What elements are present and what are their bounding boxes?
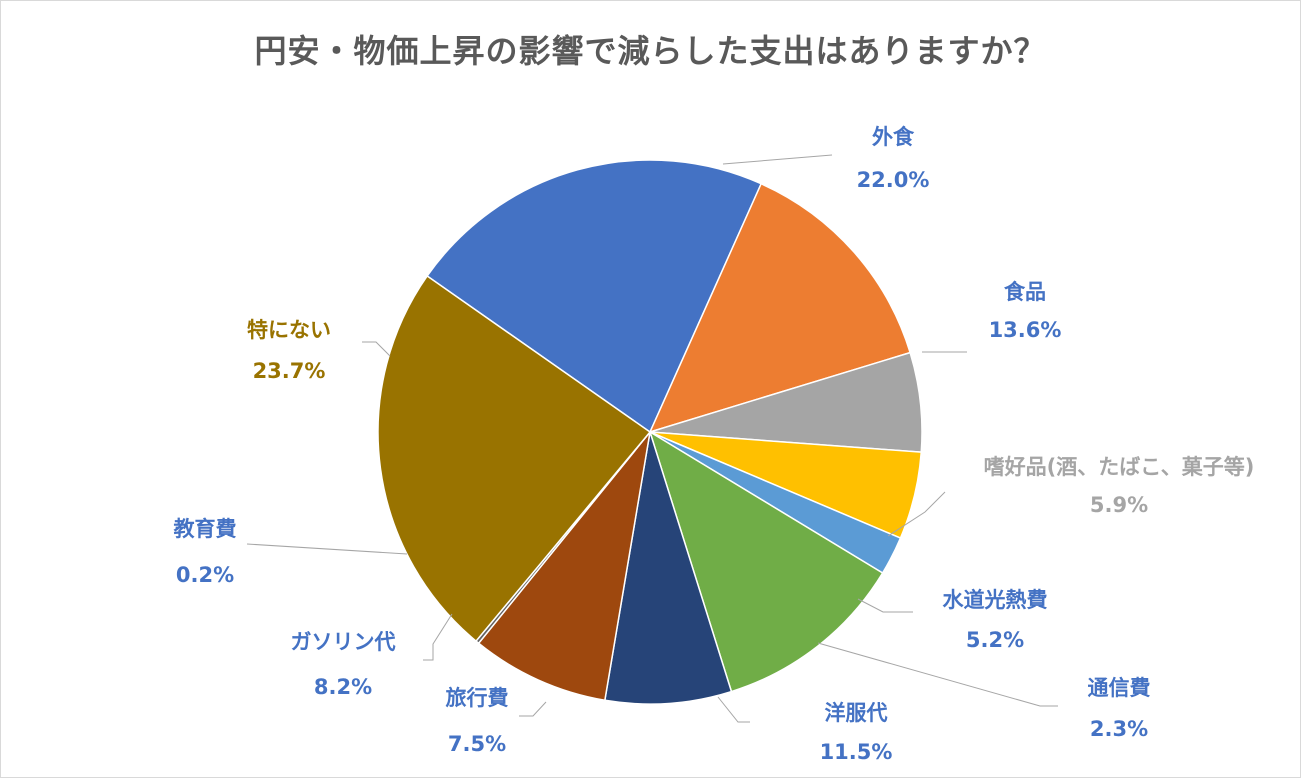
slice-value-label: 23.7% [253, 359, 326, 383]
slice-category-label: 洋服代 [825, 701, 888, 725]
leader-line [857, 598, 913, 613]
leader-line [246, 543, 408, 555]
leader-line [362, 341, 391, 357]
leader-line [717, 696, 750, 723]
slice-value-label: 5.2% [966, 628, 1024, 652]
pie-slice [426, 159, 763, 434]
pie-slice [377, 274, 652, 643]
slice-value-label: 13.6% [989, 318, 1062, 342]
pie-slice [603, 431, 733, 705]
slice-category-label: 水道光熱費 [943, 588, 1048, 612]
slice-category-label: 通信費 [1088, 676, 1151, 700]
slice-value-label: 0.2% [176, 563, 234, 587]
slice-value-label: 2.3% [1090, 717, 1148, 741]
slice-category-label: 嗜好品(酒、たばこ、菓子等) [984, 455, 1255, 479]
slice-value-label: 7.5% [448, 732, 506, 756]
slice-category-label: 食品 [1004, 280, 1046, 304]
slice-category-label: 旅行費 [446, 686, 509, 710]
slice-value-label: 5.9% [1090, 493, 1148, 517]
slice-category-label: ガソリン代 [291, 630, 396, 654]
leader-lines [246, 154, 1058, 723]
leader-line [519, 701, 547, 717]
pie-slices [377, 159, 923, 705]
slice-value-label: 8.2% [314, 675, 372, 699]
leader-line [722, 154, 833, 165]
leader-line [817, 642, 1058, 707]
data-labels: 外食 22.0% 食品 13.6% 嗜好品(酒、たばこ、菓子等) 5.9% 水道光熱費 5.2… [174, 125, 1255, 764]
chart-title: 円安・物価上昇の影響で減らした支出はありますか？ [254, 32, 1047, 70]
slice-value-label: 11.5% [820, 740, 893, 764]
pie-slice [648, 430, 884, 693]
slice-category-label: 外食 [872, 125, 915, 149]
leader-line [423, 613, 453, 661]
slice-category-label: 特にない [247, 318, 331, 342]
leader-line [887, 491, 946, 537]
slice-value-label: 22.0% [857, 168, 930, 192]
slice-category-label: 教育費 [174, 517, 237, 541]
pie-slice [477, 429, 652, 702]
pie-slice [648, 182, 912, 434]
